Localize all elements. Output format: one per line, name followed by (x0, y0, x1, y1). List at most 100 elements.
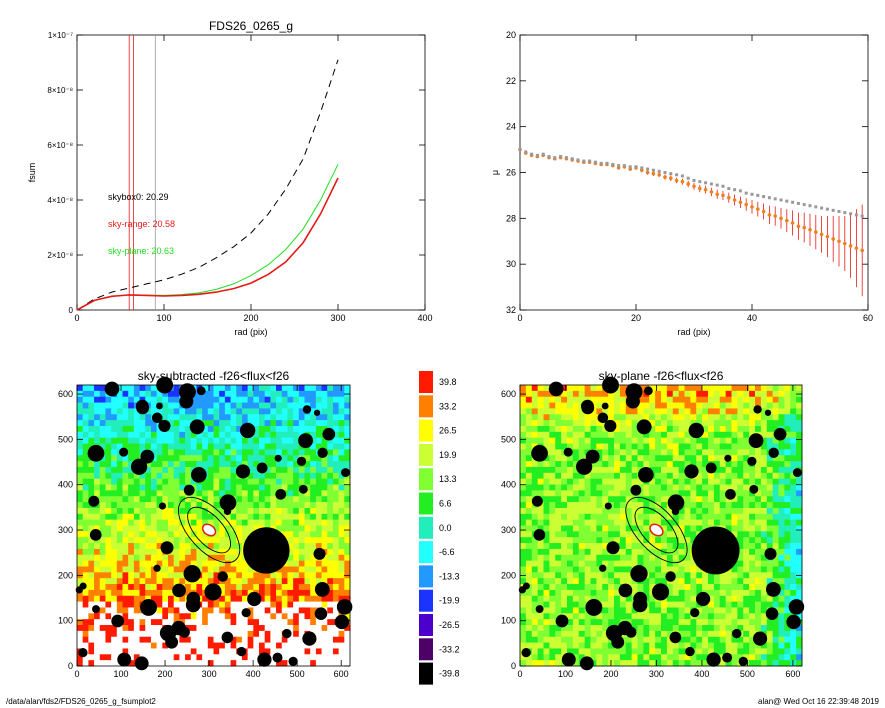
image-pixel (760, 455, 768, 462)
image-pixel (578, 449, 586, 456)
image-pixel (327, 390, 334, 398)
image-pixel (247, 385, 254, 392)
image-pixel (139, 572, 146, 579)
image-pixel (619, 431, 627, 439)
data-point (779, 216, 783, 221)
image-pixel (572, 531, 580, 538)
image-pixel (696, 519, 703, 526)
image-pixel (111, 584, 118, 591)
image-pixel (293, 648, 300, 655)
image-pixel (310, 437, 317, 444)
image-pixel (207, 642, 214, 649)
image-pixel (287, 601, 294, 608)
image-pixel (614, 431, 621, 439)
image-pixel (561, 420, 568, 427)
image-pixel (82, 490, 89, 497)
image-pixel (298, 648, 305, 655)
image-pixel (702, 578, 709, 585)
image-pixel (661, 420, 668, 427)
image-pixel (520, 466, 527, 474)
image-pixel (224, 589, 231, 597)
image-pixel (168, 396, 175, 403)
image-pixel (796, 408, 803, 415)
image-pixel (298, 449, 305, 456)
image-pixel (537, 525, 544, 532)
image-pixel (281, 642, 288, 649)
image-pixel (293, 613, 300, 620)
image-pixel (247, 607, 254, 614)
image-pixel (179, 507, 186, 515)
data-point (854, 246, 859, 250)
image-pixel (708, 595, 715, 602)
image-pixel (128, 619, 135, 626)
image-pixel (655, 437, 662, 444)
image-pixel (241, 478, 249, 485)
image-pixel (259, 613, 266, 620)
image-pixel (241, 507, 249, 515)
image-pixel (133, 619, 140, 626)
image-pixel (327, 560, 334, 567)
image-pixel (145, 408, 152, 415)
image-pixel (253, 630, 260, 638)
image-pixel (281, 461, 288, 468)
image-pixel (702, 484, 709, 491)
image-pixel (784, 648, 791, 655)
image-pixel (105, 496, 112, 503)
image-pixel (672, 625, 680, 632)
image-pixel (219, 531, 226, 538)
image-pixel (790, 396, 797, 403)
image-pixel (150, 496, 158, 503)
image-pixel (315, 648, 322, 655)
image-pixel (743, 472, 750, 480)
image-pixel (602, 589, 609, 597)
image-pixel (760, 554, 768, 562)
image-pixel (304, 607, 311, 614)
image-pixel (185, 554, 192, 562)
image-pixel (82, 554, 89, 562)
image-pixel (338, 537, 345, 544)
image-pixel (310, 461, 317, 468)
image-pixel (230, 443, 237, 450)
data-point (860, 248, 864, 253)
image-pixel (207, 607, 214, 614)
image-pixel (649, 619, 656, 626)
image-pixel (116, 566, 123, 573)
image-pixel (168, 537, 175, 544)
image-pixel (105, 443, 112, 450)
image-pixel (338, 566, 345, 573)
image-pixel (219, 554, 226, 562)
image-pixel (755, 654, 762, 661)
image-pixel (156, 630, 163, 638)
image-pixel (185, 584, 192, 591)
data-point (831, 208, 835, 212)
image-pixel (749, 560, 756, 567)
image-pixel (230, 455, 237, 462)
image-pixel (672, 472, 680, 480)
image-pixel (578, 478, 586, 485)
image-pixel (162, 484, 169, 491)
y-tick-label: 4×10⁻⁸ (47, 196, 73, 205)
image-pixel (567, 408, 574, 415)
image-pixel (327, 572, 334, 579)
image-pixel (253, 642, 260, 649)
image-pixel (567, 642, 574, 649)
image-pixel (327, 478, 334, 485)
image-pixel (213, 648, 220, 655)
image-pixel (549, 584, 556, 591)
image-pixel (749, 660, 756, 667)
image-pixel (743, 443, 750, 450)
image-pixel (139, 613, 146, 620)
image-pixel (772, 507, 779, 515)
data-point (530, 152, 534, 156)
image-pixel (766, 425, 774, 433)
image-pixel (708, 619, 715, 626)
image-pixel (731, 513, 738, 521)
masked-star (302, 405, 312, 414)
image-pixel (760, 390, 768, 398)
image-pixel (122, 396, 129, 403)
image-pixel (230, 601, 237, 608)
image-pixel (520, 525, 527, 532)
image-pixel (287, 595, 294, 602)
image-pixel (649, 630, 656, 638)
image-pixel (133, 414, 140, 421)
